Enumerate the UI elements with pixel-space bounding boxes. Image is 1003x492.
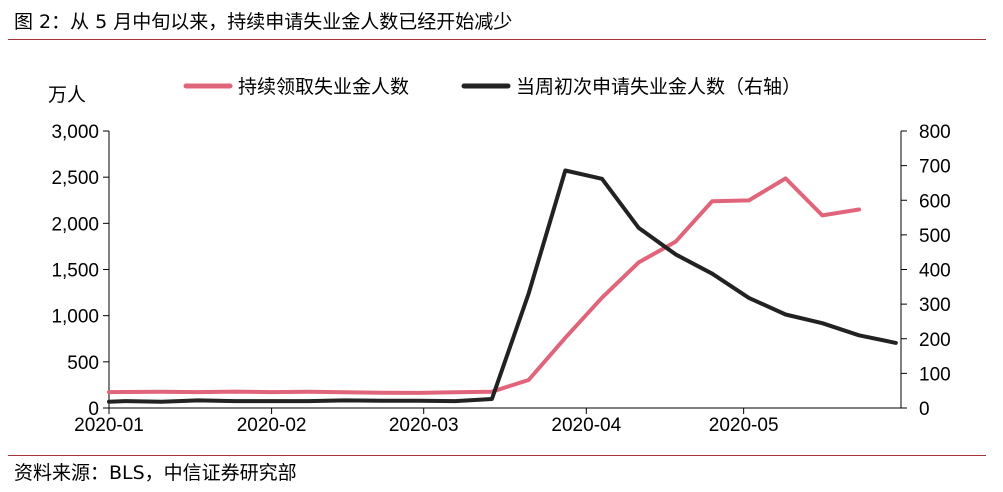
right-tick-label: 300 xyxy=(919,295,951,316)
x-tick-label: 2020-05 xyxy=(709,415,779,436)
axes: 0 500 1,000 1,500 2,000 2,500 3,000 0 100 200 300 4… xyxy=(51,122,950,436)
x-tick-label: 2020-02 xyxy=(237,415,307,436)
right-tick-label: 0 xyxy=(919,399,930,420)
left-tick-label: 1,000 xyxy=(51,307,99,328)
right-tick-label: 600 xyxy=(919,191,951,212)
source-note: 资料来源：BLS，中信证券研究部 xyxy=(14,462,297,484)
right-tick-label: 700 xyxy=(919,157,951,178)
left-axis-unit: 万人 xyxy=(48,84,86,106)
left-tick-label: 500 xyxy=(67,353,99,374)
series-line-2 xyxy=(107,168,898,404)
left-tick-label: 2,000 xyxy=(51,214,99,235)
figure-title: 图 2：从 5 月中旬以来，持续申请失业金人数已经开始减少 xyxy=(14,11,513,33)
x-tick-label: 2020-04 xyxy=(551,415,621,436)
series-lines xyxy=(107,168,898,404)
bottom-rule xyxy=(8,455,986,456)
left-tick-label: 1,500 xyxy=(51,261,99,282)
right-tick-label: 100 xyxy=(919,364,951,385)
legend-label-1: 持续领取失业金人数 xyxy=(238,76,409,98)
right-tick-label: 200 xyxy=(919,330,951,351)
left-tick-label: 2,500 xyxy=(51,168,99,189)
right-tick-label: 500 xyxy=(919,226,951,247)
legend: 持续领取失业金人数 当周初次申请失业金人数（右轴） xyxy=(183,76,801,98)
right-tick-label: 400 xyxy=(919,261,951,282)
top-rule xyxy=(8,39,986,40)
right-tick-label: 800 xyxy=(919,122,951,143)
x-tick-label: 2020-01 xyxy=(74,415,144,436)
series-line-1 xyxy=(107,176,861,395)
legend-label-2: 当周初次申请失业金人数（右轴） xyxy=(516,76,801,98)
x-tick-label: 2020-03 xyxy=(389,415,459,436)
left-tick-label: 3,000 xyxy=(51,122,99,143)
line-chart: 持续领取失业金人数 当周初次申请失业金人数（右轴） 万人 0 500 1,000 1,5… xyxy=(48,76,951,436)
left-tick-label: 0 xyxy=(88,399,99,420)
